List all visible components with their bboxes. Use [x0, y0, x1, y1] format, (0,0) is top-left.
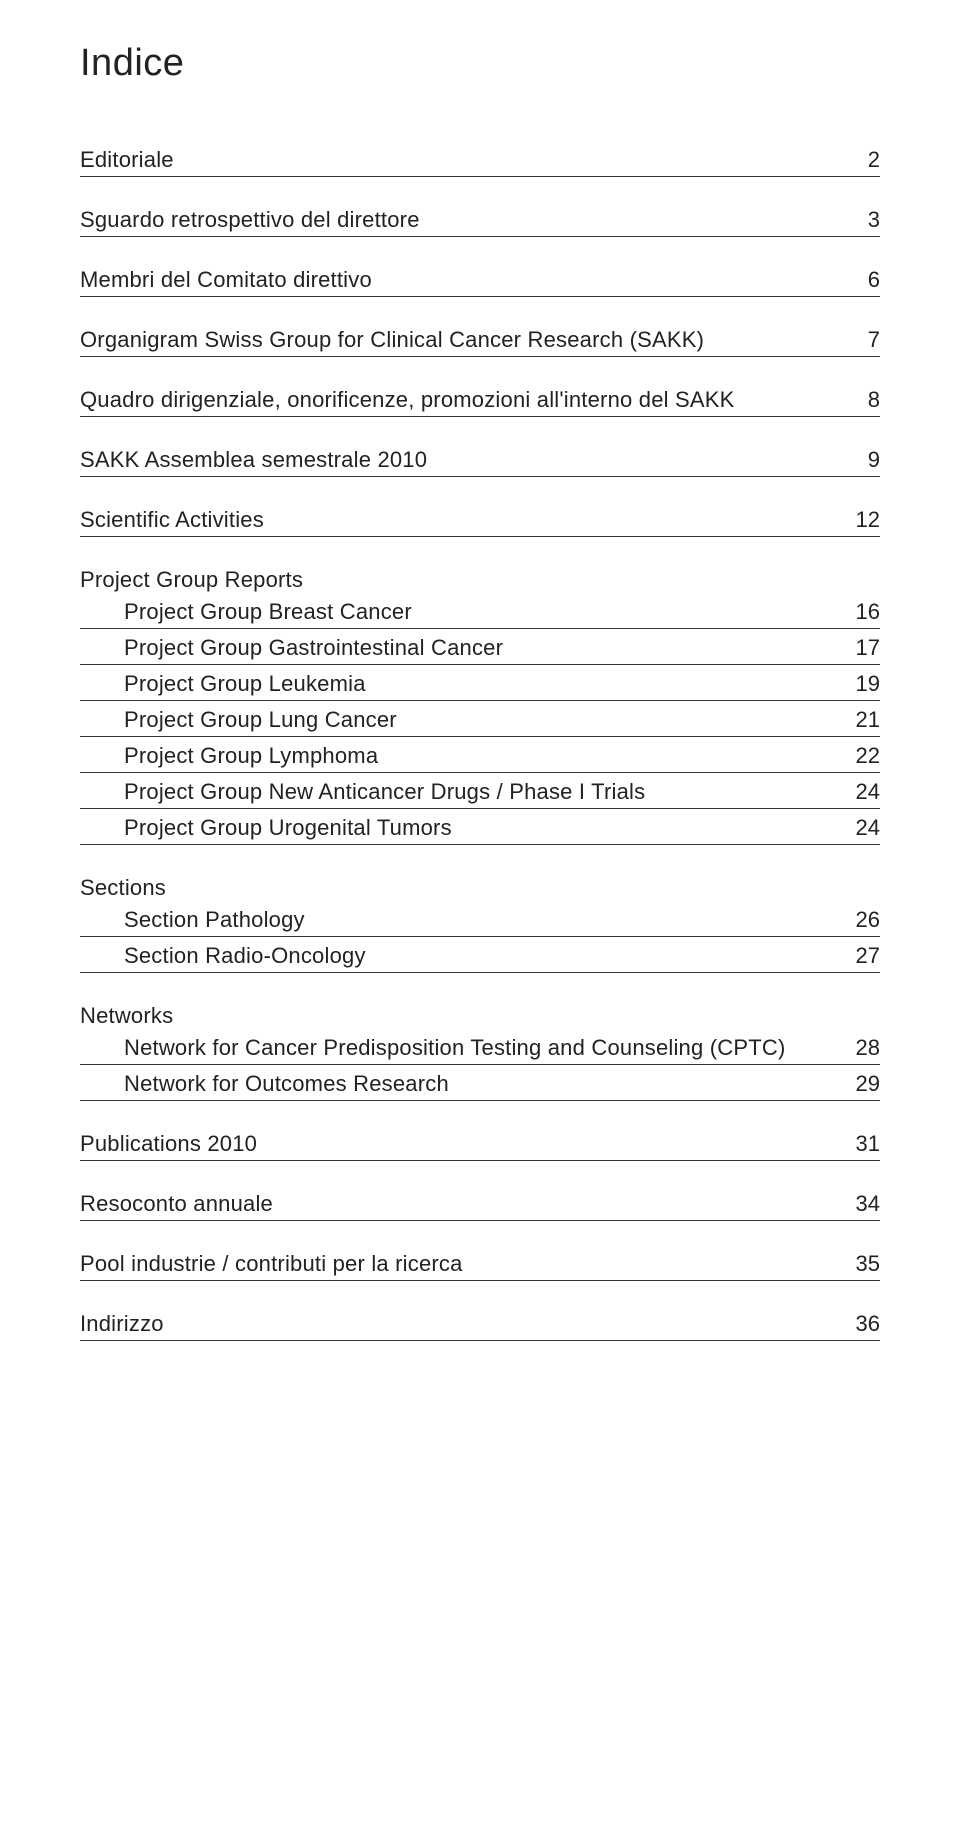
toc-entry-label: Project Group Lung Cancer: [124, 707, 397, 733]
toc-entry: Project Group New Anticancer Drugs / Pha…: [80, 779, 880, 809]
toc-entry-page: 24: [840, 815, 880, 841]
toc-entry-page: 31: [840, 1131, 880, 1157]
toc-entry: Section Radio-Oncology 27: [80, 943, 880, 973]
toc-section-head: Project Group Reports: [80, 567, 880, 593]
toc-entry-label: Resoconto annuale: [80, 1191, 273, 1217]
toc-entry: Membri del Comitato direttivo 6: [80, 267, 880, 297]
toc-entry-page: 36: [840, 1311, 880, 1337]
toc-entry-label: Scientific Activities: [80, 507, 264, 533]
toc-entry-page: 2: [840, 147, 880, 173]
toc-entry-label: Indirizzo: [80, 1311, 164, 1337]
document-page: Indice Editoriale 2 Sguardo retrospettivo …: [0, 0, 960, 1826]
table-of-contents: Editoriale 2 Sguardo retrospettivo del dir…: [80, 147, 880, 1341]
toc-entry: Pool industrie / contributi per la ricer…: [80, 1251, 880, 1281]
toc-section-head: Networks: [80, 1003, 880, 1029]
toc-entry-page: 35: [840, 1251, 880, 1277]
toc-entry-label: Membri del Comitato direttivo: [80, 267, 372, 293]
toc-entry-page: 27: [840, 943, 880, 969]
toc-entry-label: Sguardo retrospettivo del direttore: [80, 207, 420, 233]
toc-entry-label: Project Group Leukemia: [124, 671, 366, 697]
toc-entry-label: Networks: [80, 1003, 173, 1028]
toc-entry: Scientific Activities 12: [80, 507, 880, 537]
toc-entry-label: Sections: [80, 875, 166, 900]
toc-entry-page: 16: [840, 599, 880, 625]
toc-entry-page: 24: [840, 779, 880, 805]
toc-entry-page: 29: [840, 1071, 880, 1097]
toc-entry-page: 6: [840, 267, 880, 293]
toc-entry-label: Publications 2010: [80, 1131, 257, 1157]
toc-entry-page: 8: [840, 387, 880, 413]
toc-entry-label: Project Group Gastrointestinal Cancer: [124, 635, 503, 661]
toc-entry-label: SAKK Assemblea semestrale 2010: [80, 447, 427, 473]
toc-entry-page: 17: [840, 635, 880, 661]
toc-entry: Project Group Lung Cancer 21: [80, 707, 880, 737]
toc-entry-label: Pool industrie / contributi per la ricer…: [80, 1251, 463, 1277]
toc-entry-page: 26: [840, 907, 880, 933]
toc-entry: Resoconto annuale 34: [80, 1191, 880, 1221]
toc-entry-page: 22: [840, 743, 880, 769]
toc-entry-page: 19: [840, 671, 880, 697]
toc-entry: Section Pathology 26: [80, 907, 880, 937]
toc-entry: Indirizzo 36: [80, 1311, 880, 1341]
toc-entry-page: 21: [840, 707, 880, 733]
toc-entry-label: Project Group Breast Cancer: [124, 599, 412, 625]
toc-entry: Network for Outcomes Research 29: [80, 1071, 880, 1101]
toc-entry-label: Project Group Reports: [80, 567, 303, 592]
toc-entry: Editoriale 2: [80, 147, 880, 177]
toc-entry: Project Group Lymphoma 22: [80, 743, 880, 773]
toc-entry: Organigram Swiss Group for Clinical Canc…: [80, 327, 880, 357]
toc-entry-page: 28: [840, 1035, 880, 1061]
toc-entry: Project Group Gastrointestinal Cancer 17: [80, 635, 880, 665]
page-title: Indice: [80, 42, 880, 85]
toc-entry-label: Project Group New Anticancer Drugs / Pha…: [124, 779, 645, 805]
toc-entry-label: Editoriale: [80, 147, 174, 173]
toc-entry: SAKK Assemblea semestrale 2010 9: [80, 447, 880, 477]
toc-entry-label: Project Group Urogenital Tumors: [124, 815, 452, 841]
toc-entry: Sguardo retrospettivo del direttore 3: [80, 207, 880, 237]
toc-entry-label: Network for Outcomes Research: [124, 1071, 449, 1097]
toc-section-head: Sections: [80, 875, 880, 901]
toc-entry: Publications 2010 31: [80, 1131, 880, 1161]
toc-entry-label: Organigram Swiss Group for Clinical Canc…: [80, 327, 704, 353]
toc-entry: Project Group Urogenital Tumors 24: [80, 815, 880, 845]
toc-entry-page: 34: [840, 1191, 880, 1217]
toc-entry-label: Section Pathology: [124, 907, 305, 933]
toc-entry: Project Group Breast Cancer 16: [80, 599, 880, 629]
toc-entry: Network for Cancer Predisposition Testin…: [80, 1035, 880, 1065]
toc-entry-label: Section Radio-Oncology: [124, 943, 366, 969]
toc-entry-page: 7: [840, 327, 880, 353]
toc-entry-label: Network for Cancer Predisposition Testin…: [124, 1035, 785, 1061]
toc-entry: Quadro dirigenziale, onorificenze, promo…: [80, 387, 880, 417]
toc-entry: Project Group Leukemia 19: [80, 671, 880, 701]
toc-entry-label: Quadro dirigenziale, onorificenze, promo…: [80, 387, 735, 413]
toc-entry-page: 12: [840, 507, 880, 533]
toc-entry-page: 9: [840, 447, 880, 473]
toc-entry-label: Project Group Lymphoma: [124, 743, 378, 769]
toc-entry-page: 3: [840, 207, 880, 233]
